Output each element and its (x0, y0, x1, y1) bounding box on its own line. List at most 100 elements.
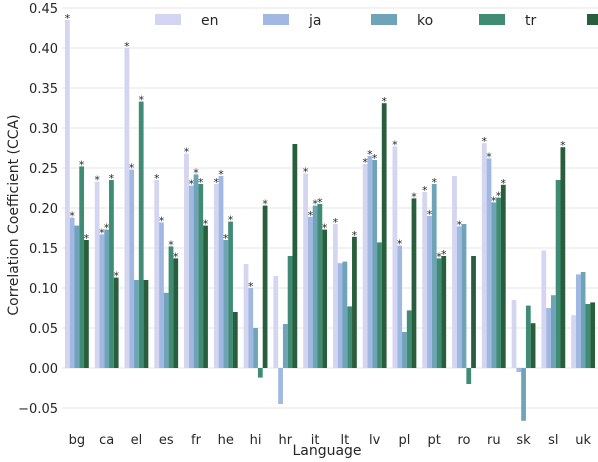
bar-tr-it (317, 204, 323, 368)
bar-ko-ro (461, 224, 467, 368)
bar-en-pt (422, 192, 428, 368)
bar-ko-pl (402, 332, 407, 368)
significance-star: * (124, 40, 130, 53)
x-tick-label: es (159, 433, 174, 448)
x-tick-label: sl (548, 433, 558, 448)
x-tick-label: fr (191, 433, 202, 448)
significance-star: * (104, 222, 110, 235)
bar-zh-hr (292, 144, 298, 368)
y-tick-label: 0.00 (29, 362, 58, 377)
bar-ja-hr (278, 368, 283, 404)
bar-en-ru (481, 143, 487, 368)
bar-ja-ca (99, 234, 105, 368)
x-tick-label: lt (341, 433, 350, 448)
x-tick-label: lv (369, 433, 381, 448)
bar-ja-fr (188, 185, 194, 368)
significance-star: * (422, 184, 428, 197)
bar-tr-pt (436, 258, 442, 368)
bar-zh-ca (113, 277, 119, 368)
bar-zh-it (322, 229, 328, 368)
x-tick-label: ro (457, 433, 470, 448)
bar-tr-bg (79, 166, 85, 368)
legend-swatch-ko (371, 14, 397, 25)
y-tick-label: −0.05 (18, 402, 58, 417)
bar-en-lv (362, 164, 368, 368)
x-tick-label: he (218, 433, 234, 448)
bar-ko-sl (550, 295, 556, 368)
x-tick-label: hi (250, 433, 262, 448)
significance-star: * (65, 12, 71, 25)
significance-star: * (218, 168, 224, 181)
bar-tr-hi (257, 368, 263, 378)
significance-star: * (262, 198, 268, 211)
bar-zh-hi (262, 205, 268, 368)
bar-ko-pt (431, 184, 437, 368)
bar-ko-sk (521, 368, 526, 421)
bar-en-hi (243, 264, 249, 368)
significance-star: * (94, 174, 100, 187)
bar-tr-es (168, 246, 174, 368)
significance-star: * (113, 270, 119, 283)
significance-star: * (427, 208, 433, 221)
bar-en-uk (571, 315, 576, 368)
y-tick-label: 0.45 (29, 2, 58, 17)
significance-star: * (367, 148, 373, 161)
bar-en-it (303, 173, 308, 368)
legend-label-en: en (201, 13, 219, 29)
significance-star: * (69, 210, 75, 223)
bar-ko-hr (282, 324, 288, 368)
significance-star: * (308, 209, 314, 222)
legend: enjakotrzh (155, 13, 598, 29)
legend-swatch-en (155, 14, 181, 25)
significance-star: * (159, 214, 165, 227)
bar-en-sl (541, 250, 547, 368)
significance-star: * (248, 280, 254, 293)
significance-star: * (188, 178, 194, 191)
x-tick-label: hr (279, 433, 293, 448)
bar-ko-lv (372, 160, 378, 368)
bar-ja-sl (546, 308, 551, 368)
bar-ko-ru (491, 202, 497, 368)
bar-tr-sl (555, 180, 561, 368)
x-tick-label: ru (487, 433, 501, 448)
bar-zh-bg (84, 240, 89, 368)
significance-star: * (213, 176, 219, 189)
significance-star: * (486, 150, 492, 163)
significance-star: * (129, 162, 135, 175)
y-tick-label: 0.30 (29, 122, 58, 137)
significance-star: * (84, 232, 90, 245)
legend-label-tr: tr (525, 13, 536, 29)
bar-tr-lt (347, 306, 353, 368)
y-ticks: −0.05 0.00 0.05 0.10 0.15 0.20 0.25 0.30 0.35 0.4… (18, 2, 58, 417)
bar-zh-sk (530, 323, 536, 368)
y-tick-label: 0.35 (29, 82, 58, 97)
significance-star: * (203, 218, 209, 231)
bar-ja-pl (397, 245, 403, 368)
significance-star: * (168, 238, 174, 251)
significance-star: * (381, 95, 387, 108)
y-tick-label: 0.25 (29, 162, 58, 177)
significance-star: * (441, 248, 447, 261)
bar-zh-es (173, 258, 179, 368)
legend-label-ja: ja (308, 13, 321, 29)
bar-en-hr (273, 276, 279, 368)
significance-star: * (317, 196, 323, 209)
bar-en-ro (452, 176, 457, 368)
y-tick-label: 0.20 (29, 202, 58, 217)
significance-star: * (193, 166, 199, 179)
bar-zh-ro (471, 256, 476, 368)
bar-zh-fr (203, 225, 208, 368)
significance-star: * (154, 172, 160, 185)
y-tick-label: 0.15 (29, 242, 58, 257)
plot-background (62, 0, 598, 428)
bar-tr-fr (198, 184, 204, 368)
significance-star: * (109, 172, 115, 185)
bar-ko-he (223, 240, 229, 368)
bar-ja-sk (516, 368, 522, 372)
bar-tr-el (138, 101, 144, 368)
bar-en-lt (332, 224, 338, 368)
bar-tr-ro (466, 368, 472, 384)
y-tick-label: 0.40 (29, 42, 58, 57)
significance-star: * (372, 152, 378, 165)
